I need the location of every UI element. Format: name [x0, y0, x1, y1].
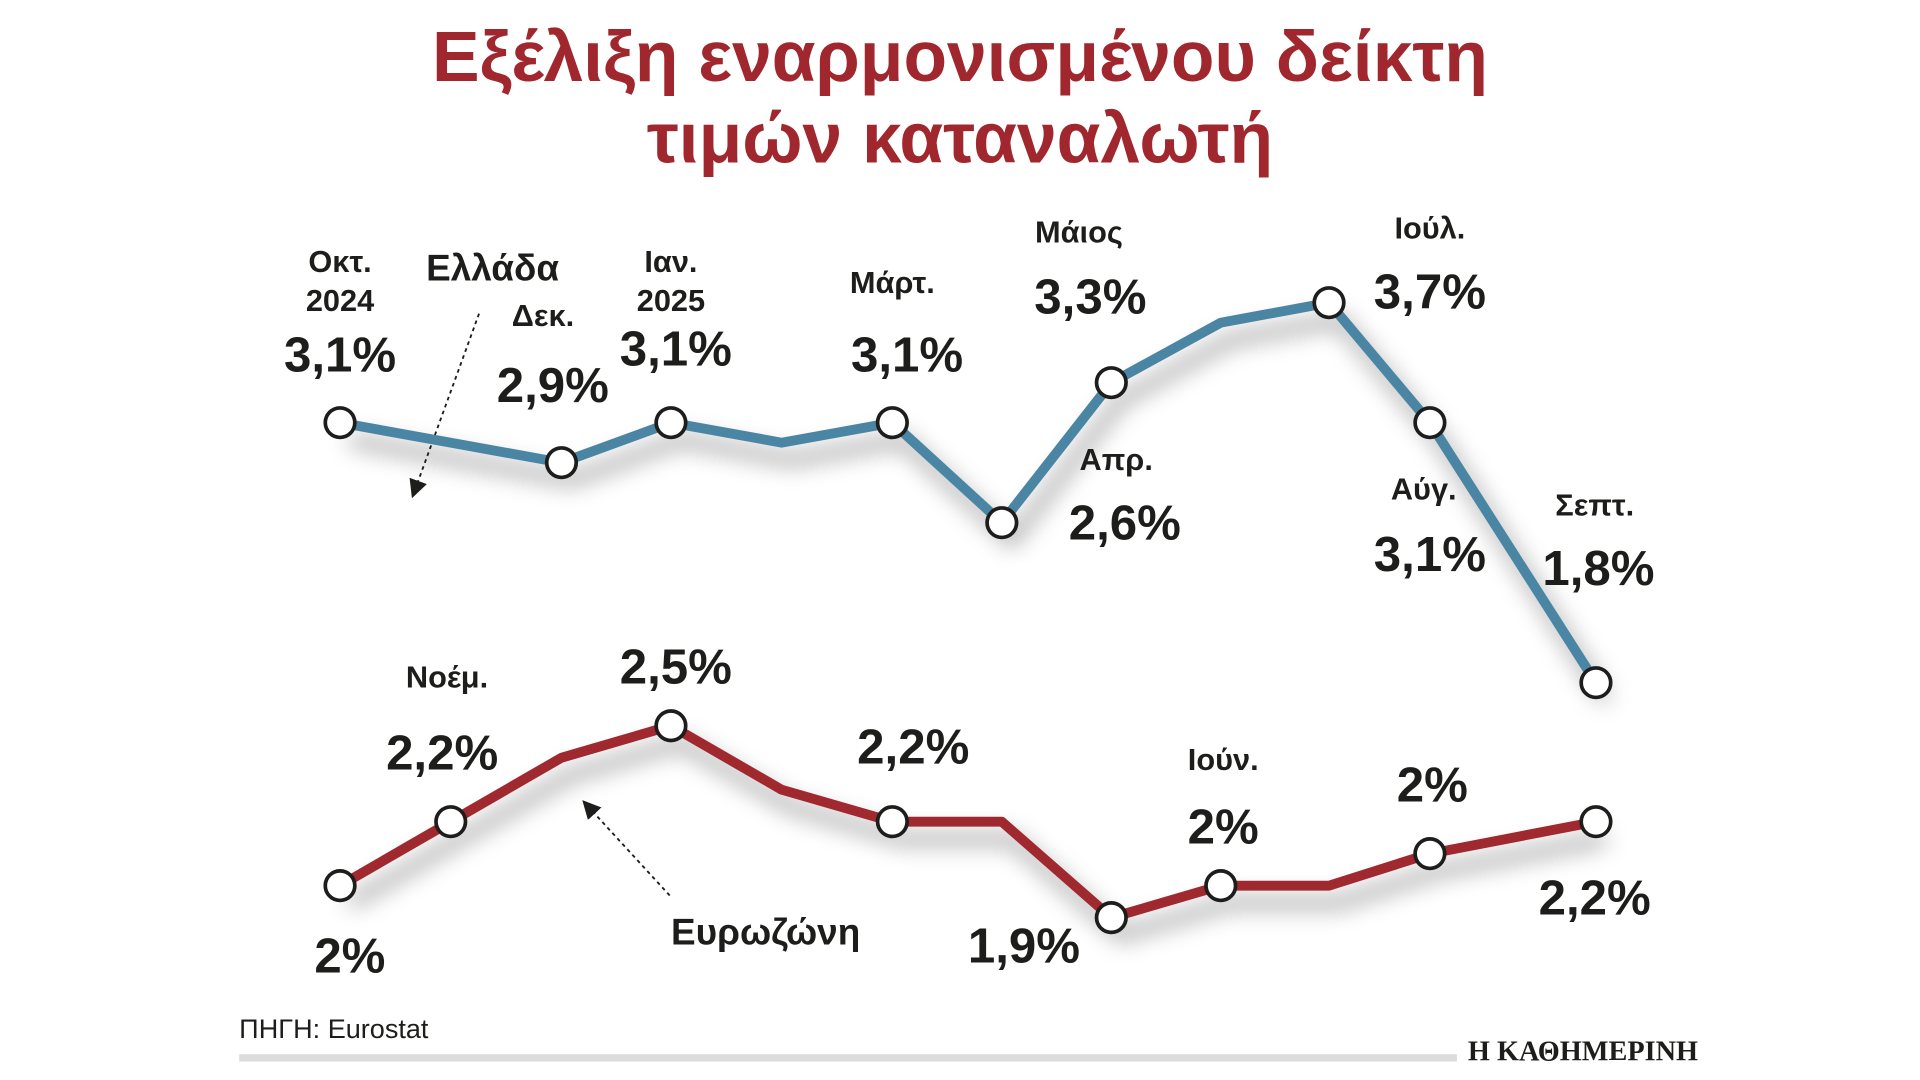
legend-label: Ευρωζώνη — [671, 912, 860, 953]
month-box: Μάιος — [1035, 215, 1123, 250]
month-box: Δεκ. — [511, 299, 575, 334]
value-label: 2,9% — [497, 358, 609, 413]
month-box: Ιαν. 2025 — [636, 244, 706, 319]
value-label: 2% — [314, 928, 385, 983]
value-label: 2,5% — [620, 639, 732, 694]
value-label: 3,1% — [284, 328, 396, 383]
month-box: Μάρτ. — [849, 265, 935, 300]
title-box: Εξέλιξη εναρμονισμένου δείκτη τιμών κατα… — [432, 17, 1488, 179]
value-label: 2% — [1397, 757, 1468, 812]
marker — [1094, 901, 1128, 935]
marker — [875, 406, 909, 440]
marker — [1579, 805, 1613, 839]
marker — [1413, 837, 1447, 871]
annotation-arrow — [409, 313, 480, 499]
chart-title: Εξέλιξη εναρμονισμένου δείκτη τιμών κατα… — [432, 17, 1488, 179]
month-box: Απρ. — [1079, 442, 1153, 478]
category-label: Οκτ. 2024 — [305, 244, 375, 319]
annotation-arrow — [582, 800, 671, 897]
source: ΠΗΓΗ: Eurostat — [239, 1014, 429, 1044]
month-box: Σεπτ. — [1555, 488, 1635, 523]
marker — [1094, 366, 1128, 400]
marker — [323, 406, 357, 440]
series-line — [339, 297, 1601, 686]
category-label: Μάρτ. — [849, 265, 935, 300]
category-label: Σεπτ. — [1555, 488, 1635, 523]
category-label: Αύγ. — [1390, 471, 1457, 507]
series-line — [337, 720, 1597, 923]
category-label: Ιαν. 2025 — [636, 244, 706, 319]
month-box: Ιούν. — [1187, 742, 1259, 778]
category-label: Δεκ. — [511, 299, 575, 334]
value-label: 1,9% — [968, 919, 1080, 974]
line-shadow — [346, 736, 1607, 942]
marker — [434, 805, 468, 839]
marker — [1413, 406, 1447, 440]
value-label: 3,7% — [1374, 264, 1486, 319]
value-label: 3,1% — [851, 328, 963, 383]
month-box: Αύγ. — [1390, 471, 1457, 507]
value-label: 2,6% — [1069, 495, 1181, 550]
marker — [654, 406, 688, 440]
marker — [1312, 286, 1346, 320]
month-box: Νοέμ. — [405, 660, 489, 695]
month-box: Οκτ. 2024 — [305, 244, 375, 319]
category-label: Νοέμ. — [405, 660, 489, 695]
value-label: 3,3% — [1034, 269, 1146, 324]
marker — [985, 506, 1019, 540]
marker — [654, 709, 688, 743]
value-label: 2,2% — [386, 725, 498, 780]
category-label: Ιούν. — [1187, 742, 1259, 778]
month-box: Ιούλ. — [1394, 211, 1466, 247]
value-label: 2% — [1188, 799, 1259, 854]
value-label: 3,1% — [1374, 527, 1486, 582]
legend-label: Ελλάδα — [426, 247, 559, 288]
marker — [544, 446, 579, 480]
marker — [323, 869, 357, 903]
marker — [875, 805, 909, 839]
footer-bar — [239, 1054, 1457, 1062]
marker — [1579, 666, 1613, 700]
markers — [323, 286, 1613, 935]
marker — [1204, 869, 1238, 903]
category-label: Απρ. — [1079, 442, 1153, 478]
publisher: Η ΚΑΘΗΜΕΡΙΝΗ — [1468, 1037, 1698, 1068]
category-label: Μάιος — [1035, 215, 1123, 250]
category-label: Ιούλ. — [1394, 211, 1466, 247]
value-label: 3,1% — [620, 322, 732, 377]
value-label: 2,2% — [1539, 871, 1651, 926]
value-label: 2,2% — [857, 719, 969, 774]
value-label: 1,8% — [1542, 541, 1654, 596]
